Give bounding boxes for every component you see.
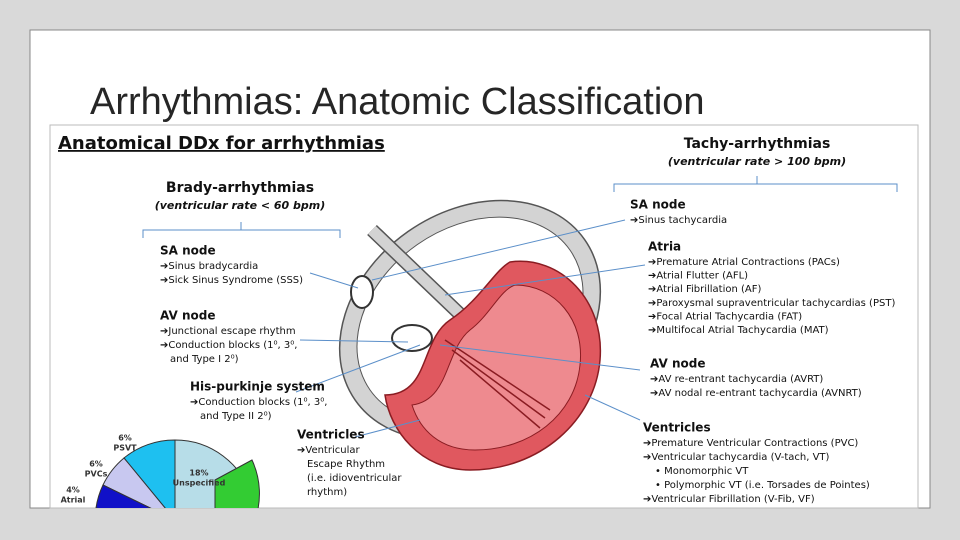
section-subtitle: (ventricular rate > 100 bpm) bbox=[668, 155, 846, 168]
group-item: ➔Atrial Fibrillation (AF) bbox=[648, 284, 761, 295]
pie-label: Unspecified bbox=[173, 479, 226, 488]
pie-percent: 4% bbox=[66, 486, 80, 495]
group-item: • Polymorphic VT (i.e. Torsades de Point… bbox=[655, 480, 870, 491]
group-item: ➔Premature Ventricular Contractions (PVC… bbox=[643, 438, 858, 449]
group-item: ➔Sinus bradycardia bbox=[160, 261, 258, 272]
group-name: SA node bbox=[630, 198, 686, 212]
group-item: ➔Conduction blocks (1⁰, 3⁰, bbox=[160, 340, 297, 351]
group-item: ➔Sinus tachycardia bbox=[630, 215, 727, 226]
group-name: SA node bbox=[160, 244, 216, 258]
section-title: Brady-arrhythmias bbox=[166, 180, 314, 196]
pie-label: PSVT bbox=[113, 444, 137, 453]
pie-percent: 18% bbox=[189, 469, 208, 478]
figure-content: Anatomical DDx for arrhythmias Br bbox=[58, 133, 898, 508]
pie-label: PVCs bbox=[85, 470, 108, 479]
group-name: Atria bbox=[648, 240, 681, 254]
group-item: ➔AV nodal re-entrant tachycardia (AVNRT) bbox=[650, 388, 862, 399]
group-item: Escape Rhythm bbox=[307, 459, 385, 470]
group-item: ➔Junctional escape rhythm bbox=[160, 326, 296, 337]
group-item: ➔AV re-entrant tachycardia (AVRT) bbox=[650, 374, 823, 385]
group-item: ➔Atrial Flutter (AFL) bbox=[648, 271, 748, 282]
group-item: and Type I 2⁰) bbox=[170, 354, 239, 365]
group-item: ➔Ventricular bbox=[297, 445, 360, 456]
group-name: AV node bbox=[650, 357, 705, 371]
group-item: ➔Paroxysmal supraventricular tachycardia… bbox=[648, 298, 895, 309]
group-item: rhythm) bbox=[307, 487, 347, 498]
pie-percent: 6% bbox=[118, 434, 132, 443]
group-name: Ventricles bbox=[297, 428, 365, 442]
section-title: Tachy-arrhythmias bbox=[684, 136, 831, 152]
pie-label: Atrial bbox=[61, 496, 86, 505]
heart bbox=[338, 199, 602, 471]
group-item: ➔Ventricular Fibrillation (V-Fib, VF) bbox=[643, 494, 815, 505]
pie-percent: 6% bbox=[89, 460, 103, 469]
group-item: ➔Conduction blocks (1⁰, 3⁰, bbox=[190, 397, 327, 408]
section-subtitle: (ventricular rate < 60 bpm) bbox=[155, 199, 326, 212]
group-item: (i.e. idioventricular bbox=[307, 473, 402, 484]
figure-heading: Anatomical DDx for arrhythmias bbox=[58, 133, 385, 154]
group-item: ➔Focal Atrial Tachycardia (FAT) bbox=[648, 311, 802, 322]
pie bbox=[95, 439, 260, 508]
group-item: ➔Ventricular tachycardia (V-tach, VT) bbox=[643, 452, 830, 463]
group-name: AV node bbox=[160, 309, 215, 323]
group-item: ➔Sick Sinus Syndrome (SSS) bbox=[160, 275, 303, 286]
slide-title: Arrhythmias: Anatomic Classification bbox=[90, 81, 705, 123]
group-item: ➔Premature Atrial Contractions (PACs) bbox=[648, 257, 840, 268]
group-item: ➔Multifocal Atrial Tachycardia (MAT) bbox=[648, 325, 829, 336]
group-name: Ventricles bbox=[643, 421, 711, 435]
group-item: and Type II 2⁰) bbox=[200, 411, 272, 422]
group-name: His-purkinje system bbox=[190, 380, 325, 394]
group-item: • Monomorphic VT bbox=[655, 466, 749, 477]
